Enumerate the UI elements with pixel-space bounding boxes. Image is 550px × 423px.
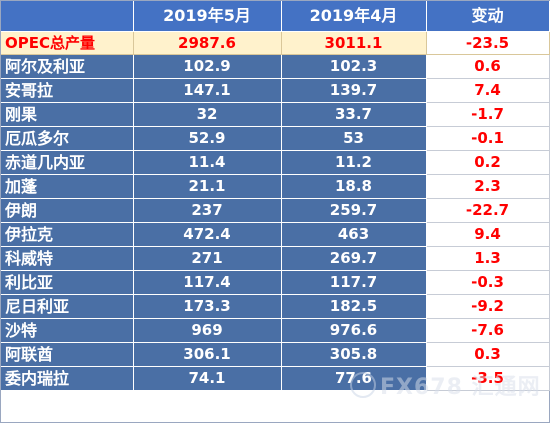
value-change: -22.7 bbox=[426, 198, 550, 223]
value-may: 237 bbox=[133, 198, 282, 223]
value-change: 0.3 bbox=[426, 342, 550, 367]
country-name: 安哥拉 bbox=[1, 78, 134, 103]
table-row: 刚果 32 33.7 -1.7 bbox=[1, 102, 550, 127]
value-may: 306.1 bbox=[133, 342, 282, 367]
value-apr: 305.8 bbox=[281, 342, 427, 367]
country-name: 阿联酋 bbox=[1, 342, 134, 367]
table-row: 伊朗 237 259.7 -22.7 bbox=[1, 198, 550, 223]
table-row: 委内瑞拉 74.1 77.6 -3.5 bbox=[1, 366, 550, 391]
value-change: 1.3 bbox=[426, 246, 550, 271]
country-name: 厄瓜多尔 bbox=[1, 126, 134, 151]
value-may: 11.4 bbox=[133, 150, 282, 175]
table-row: 尼日利亚 173.3 182.5 -9.2 bbox=[1, 294, 550, 319]
value-apr: 102.3 bbox=[281, 54, 427, 79]
value-may: 472.4 bbox=[133, 222, 282, 247]
table-row: 阿联酋 306.1 305.8 0.3 bbox=[1, 342, 550, 367]
value-apr: 18.8 bbox=[281, 174, 427, 199]
value-change: 0.6 bbox=[426, 54, 550, 79]
table-row: 厄瓜多尔 52.9 53 -0.1 bbox=[1, 126, 550, 151]
value-may: 271 bbox=[133, 246, 282, 271]
value-may: 74.1 bbox=[133, 366, 282, 391]
value-change: 0.2 bbox=[426, 150, 550, 175]
table-row: 科威特 271 269.7 1.3 bbox=[1, 246, 550, 271]
value-apr: 269.7 bbox=[281, 246, 427, 271]
value-may: 969 bbox=[133, 318, 282, 343]
value-may: 173.3 bbox=[133, 294, 282, 319]
country-name: 利比亚 bbox=[1, 270, 134, 295]
country-name: 委内瑞拉 bbox=[1, 366, 134, 391]
value-change: -0.3 bbox=[426, 270, 550, 295]
header-change: 变动 bbox=[426, 1, 550, 32]
header-row: 2019年5月 2019年4月 变动 bbox=[1, 1, 550, 32]
opec-total-apr: 3011.1 bbox=[281, 31, 427, 55]
table-row: 利比亚 117.4 117.7 -0.3 bbox=[1, 270, 550, 295]
value-may: 52.9 bbox=[133, 126, 282, 151]
header-may-2019: 2019年5月 bbox=[133, 1, 282, 32]
value-may: 102.9 bbox=[133, 54, 282, 79]
opec-total-may: 2987.6 bbox=[133, 31, 282, 55]
table-row: 赤道几内亚 11.4 11.2 0.2 bbox=[1, 150, 550, 175]
table-row: 安哥拉 147.1 139.7 7.4 bbox=[1, 78, 550, 103]
value-may: 147.1 bbox=[133, 78, 282, 103]
value-apr: 117.7 bbox=[281, 270, 427, 295]
value-may: 32 bbox=[133, 102, 282, 127]
value-change: 9.4 bbox=[426, 222, 550, 247]
country-name: 阿尔及利亚 bbox=[1, 54, 134, 79]
country-name: 赤道几内亚 bbox=[1, 150, 134, 175]
header-apr-2019: 2019年4月 bbox=[281, 1, 427, 32]
value-may: 21.1 bbox=[133, 174, 282, 199]
value-change: -9.2 bbox=[426, 294, 550, 319]
value-apr: 33.7 bbox=[281, 102, 427, 127]
value-change: 2.3 bbox=[426, 174, 550, 199]
value-apr: 463 bbox=[281, 222, 427, 247]
value-change: 7.4 bbox=[426, 78, 550, 103]
value-apr: 259.7 bbox=[281, 198, 427, 223]
value-apr: 77.6 bbox=[281, 366, 427, 391]
country-name: 尼日利亚 bbox=[1, 294, 134, 319]
opec-total-change: -23.5 bbox=[426, 31, 550, 55]
value-apr: 11.2 bbox=[281, 150, 427, 175]
opec-total-row: OPEC总产量 2987.6 3011.1 -23.5 bbox=[1, 31, 550, 55]
country-name: 伊拉克 bbox=[1, 222, 134, 247]
table-row: 沙特 969 976.6 -7.6 bbox=[1, 318, 550, 343]
table-row: 加蓬 21.1 18.8 2.3 bbox=[1, 174, 550, 199]
value-change: -7.6 bbox=[426, 318, 550, 343]
value-apr: 182.5 bbox=[281, 294, 427, 319]
country-name: 沙特 bbox=[1, 318, 134, 343]
value-may: 117.4 bbox=[133, 270, 282, 295]
country-name: 伊朗 bbox=[1, 198, 134, 223]
country-name: 加蓬 bbox=[1, 174, 134, 199]
country-name: 刚果 bbox=[1, 102, 134, 127]
value-change: -3.5 bbox=[426, 366, 550, 391]
opec-production-table: 2019年5月 2019年4月 变动 OPEC总产量 2987.6 3011.1… bbox=[1, 1, 550, 391]
table-row: 伊拉克 472.4 463 9.4 bbox=[1, 222, 550, 247]
value-apr: 139.7 bbox=[281, 78, 427, 103]
value-change: -0.1 bbox=[426, 126, 550, 151]
value-apr: 976.6 bbox=[281, 318, 427, 343]
header-blank bbox=[1, 1, 134, 32]
country-name: 科威特 bbox=[1, 246, 134, 271]
opec-total-label: OPEC总产量 bbox=[1, 31, 134, 55]
value-change: -1.7 bbox=[426, 102, 550, 127]
table-row: 阿尔及利亚 102.9 102.3 0.6 bbox=[1, 54, 550, 79]
value-apr: 53 bbox=[281, 126, 427, 151]
